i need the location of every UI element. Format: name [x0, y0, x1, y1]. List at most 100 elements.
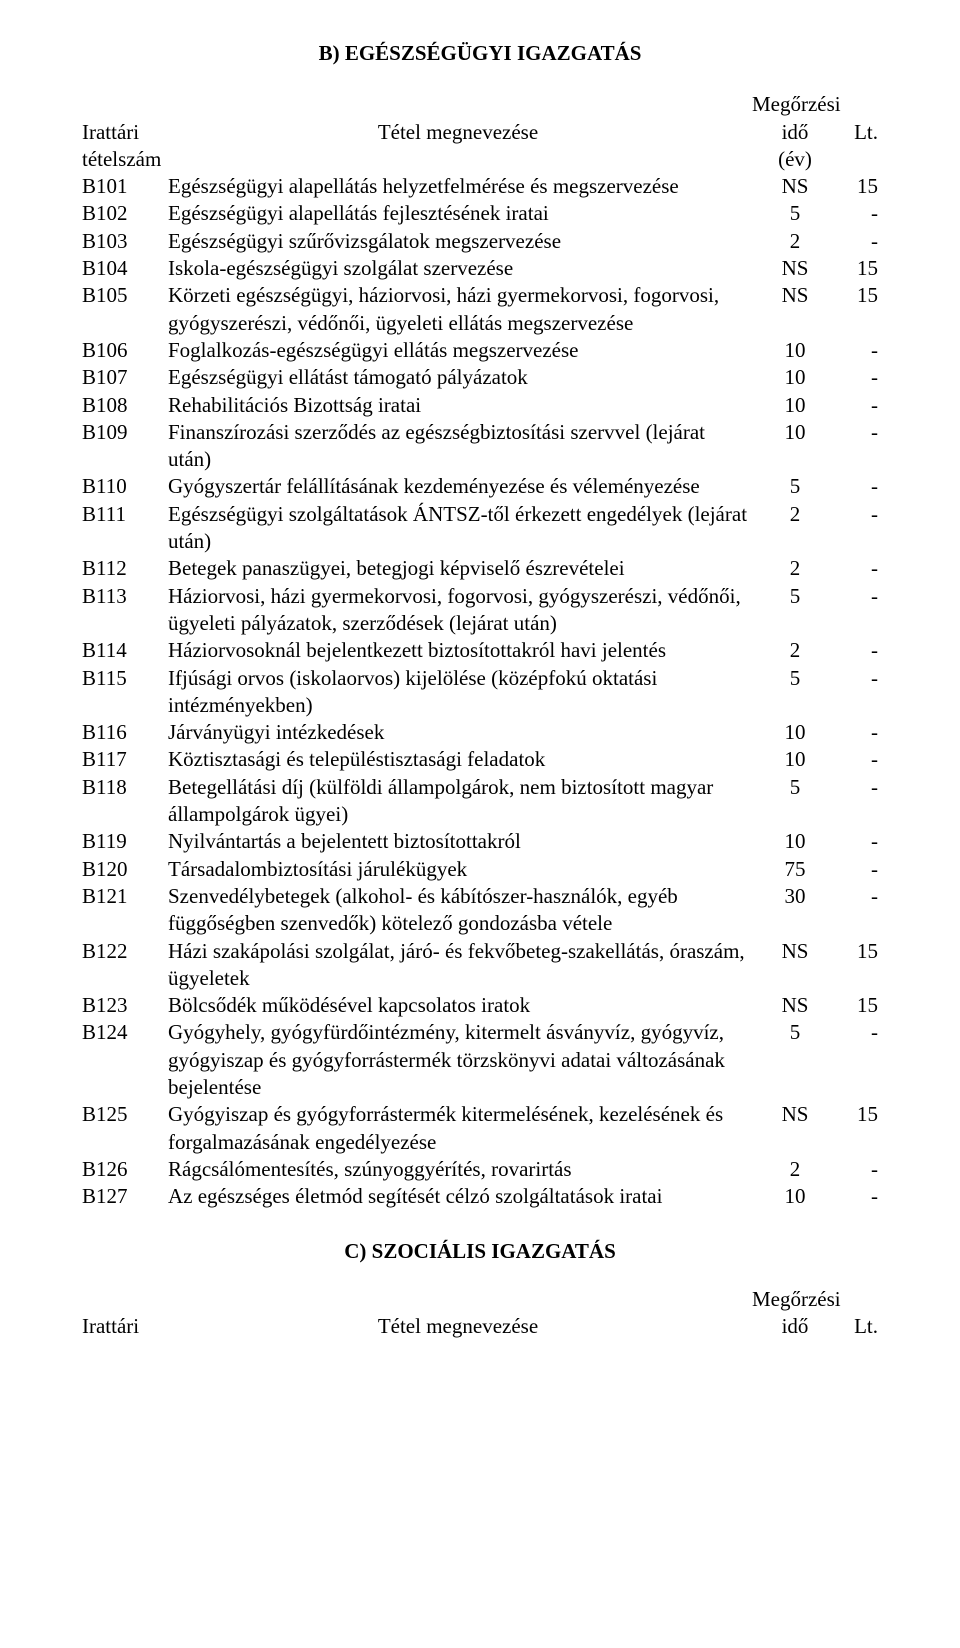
row-time: 2: [750, 555, 840, 582]
row-lt: -: [840, 473, 880, 500]
row-lt: -: [840, 1183, 880, 1210]
row-code: B122: [80, 938, 166, 993]
header-ido: idő: [750, 119, 840, 146]
row-lt: 15: [840, 1101, 880, 1156]
row-code: B116: [80, 719, 166, 746]
table-row: B110Gyógyszertár felállításának kezdemén…: [80, 473, 880, 500]
row-lt: -: [840, 774, 880, 829]
row-code: B123: [80, 992, 166, 1019]
table-row: B103Egészségügyi szűrővizsgálatok megsze…: [80, 228, 880, 255]
row-time: 10: [750, 746, 840, 773]
table-row: B125Gyógyiszap és gyógyforrástermék kite…: [80, 1101, 880, 1156]
section-c-title: C) SZOCIÁLIS IGAZGATÁS: [80, 1238, 880, 1265]
row-lt: -: [840, 419, 880, 474]
row-description: Egészségügyi alapellátás helyzetfelmérés…: [166, 173, 750, 200]
row-time: 75: [750, 856, 840, 883]
row-time: 10: [750, 392, 840, 419]
row-description: Iskola-egészségügyi szolgálat szervezése: [166, 255, 750, 282]
row-description: Házi szakápolási szolgálat, járó- és fek…: [166, 938, 750, 993]
row-time: NS: [750, 255, 840, 282]
row-code: B104: [80, 255, 166, 282]
row-lt: -: [840, 1019, 880, 1101]
row-code: B113: [80, 583, 166, 638]
row-time: 2: [750, 1156, 840, 1183]
row-lt: -: [840, 364, 880, 391]
row-time: 10: [750, 1183, 840, 1210]
header-tetelszam: tételszám: [80, 146, 166, 173]
table-row: B108Rehabilitációs Bizottság iratai10-: [80, 392, 880, 419]
table-row: B123Bölcsődék működésével kapcsolatos ir…: [80, 992, 880, 1019]
row-lt: -: [840, 719, 880, 746]
row-lt: 15: [840, 992, 880, 1019]
table-row: B114Háziorvosoknál bejelentkezett biztos…: [80, 637, 880, 664]
row-description: Járványügyi intézkedések: [166, 719, 750, 746]
row-description: Szenvedélybetegek (alkohol- és kábítósze…: [166, 883, 750, 938]
row-lt: -: [840, 200, 880, 227]
section-b-title: B) EGÉSZSÉGÜGYI IGAZGATÁS: [80, 40, 880, 67]
row-description: Gyógyiszap és gyógyforrástermék kitermel…: [166, 1101, 750, 1156]
table-row: B104Iskola-egészségügyi szolgálat szerve…: [80, 255, 880, 282]
table-row: B118Betegellátási díj (külföldi állampol…: [80, 774, 880, 829]
row-time: 2: [750, 228, 840, 255]
table-row: B111Egészségügyi szolgáltatások ÁNTSZ-tő…: [80, 501, 880, 556]
table-row: B127Az egészséges életmód segítését célz…: [80, 1183, 880, 1210]
row-code: B126: [80, 1156, 166, 1183]
row-description: Nyilvántartás a bejelentett biztosította…: [166, 828, 750, 855]
row-code: B117: [80, 746, 166, 773]
table-row: B105Körzeti egészségügyi, háziorvosi, há…: [80, 282, 880, 337]
row-lt: -: [840, 637, 880, 664]
row-description: Foglalkozás-egészségügyi ellátás megszer…: [166, 337, 750, 364]
table-row: B122Házi szakápolási szolgálat, járó- és…: [80, 938, 880, 993]
row-code: B103: [80, 228, 166, 255]
row-code: B106: [80, 337, 166, 364]
table-row: B119Nyilvántartás a bejelentett biztosít…: [80, 828, 880, 855]
row-lt: 15: [840, 282, 880, 337]
row-code: B108: [80, 392, 166, 419]
row-code: B115: [80, 665, 166, 720]
row-description: Egészségügyi ellátást támogató pályázato…: [166, 364, 750, 391]
header-ev: (év): [750, 146, 840, 173]
row-lt: -: [840, 228, 880, 255]
table-row: B109Finanszírozási szerződés az egészség…: [80, 419, 880, 474]
table-row: B112Betegek panaszügyei, betegjogi képvi…: [80, 555, 880, 582]
row-description: Köztisztasági és településtisztasági fel…: [166, 746, 750, 773]
section-b-table: Megőrzési Irattári Tétel megnevezése idő…: [80, 91, 880, 1210]
row-lt: -: [840, 583, 880, 638]
row-time: NS: [750, 992, 840, 1019]
row-description: Gyógyhely, gyógyfürdőintézmény, kitermel…: [166, 1019, 750, 1101]
row-time: 10: [750, 419, 840, 474]
row-code: B102: [80, 200, 166, 227]
row-time: 5: [750, 665, 840, 720]
row-code: B127: [80, 1183, 166, 1210]
section-c-table: Megőrzési Irattári Tétel megnevezése idő…: [80, 1286, 880, 1341]
row-code: B114: [80, 637, 166, 664]
table-row: B120Társadalombiztosítási járulékügyek75…: [80, 856, 880, 883]
row-code: B124: [80, 1019, 166, 1101]
table-header-row: Irattári Tétel megnevezése idő Lt.: [80, 1313, 880, 1340]
row-code: B112: [80, 555, 166, 582]
table-row: B116Járványügyi intézkedések10-: [80, 719, 880, 746]
row-time: 2: [750, 637, 840, 664]
row-lt: -: [840, 856, 880, 883]
row-code: B109: [80, 419, 166, 474]
row-description: Rágcsálómentesítés, szúnyoggyérítés, rov…: [166, 1156, 750, 1183]
header-tetel: Tétel megnevezése: [166, 1313, 750, 1340]
row-lt: -: [840, 1156, 880, 1183]
row-description: Egészségügyi szolgáltatások ÁNTSZ-től ér…: [166, 501, 750, 556]
row-lt: 15: [840, 255, 880, 282]
row-lt: 15: [840, 173, 880, 200]
row-lt: -: [840, 828, 880, 855]
row-description: Betegellátási díj (külföldi állampolgáro…: [166, 774, 750, 829]
table-row: B106Foglalkozás-egészségügyi ellátás meg…: [80, 337, 880, 364]
row-time: 30: [750, 883, 840, 938]
row-description: Az egészséges életmód segítését célzó sz…: [166, 1183, 750, 1210]
row-description: Bölcsődék működésével kapcsolatos iratok: [166, 992, 750, 1019]
table-row: B107Egészségügyi ellátást támogató pályá…: [80, 364, 880, 391]
table-row: B126Rágcsálómentesítés, szúnyoggyérítés,…: [80, 1156, 880, 1183]
row-description: Betegek panaszügyei, betegjogi képviselő…: [166, 555, 750, 582]
row-time: NS: [750, 282, 840, 337]
row-lt: 15: [840, 938, 880, 993]
header-megorzesi: Megőrzési: [750, 91, 840, 118]
header-ido: idő: [750, 1313, 840, 1340]
row-time: 10: [750, 364, 840, 391]
